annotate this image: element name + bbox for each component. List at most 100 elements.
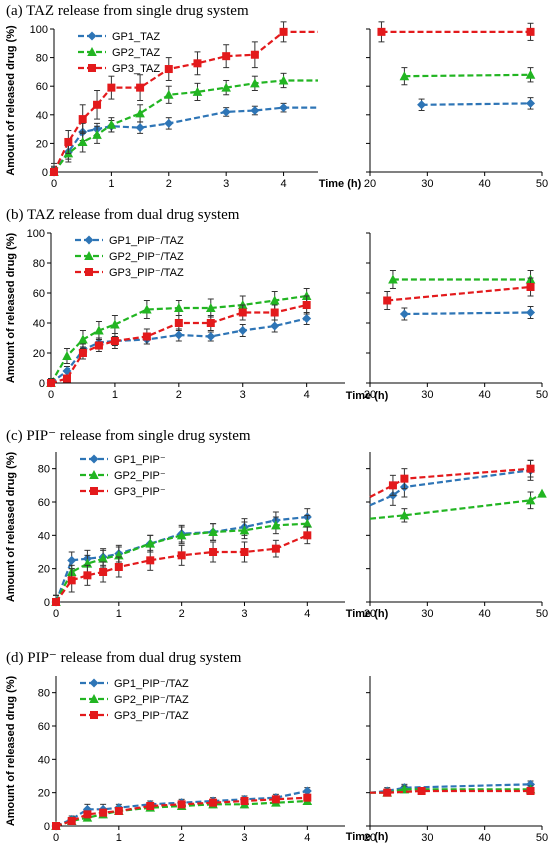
x-tick-label: 3 [241, 608, 247, 620]
legend-label: GP2_PIP⁻/TAZ [114, 694, 189, 706]
data-point-triangle [174, 303, 184, 312]
data-point-diamond [417, 100, 427, 110]
data-point-triangle [221, 82, 231, 92]
data-point-triangle [302, 518, 313, 528]
x-tick-label: 0 [53, 608, 59, 620]
y-tick-label: 0 [44, 597, 50, 609]
series-2 [51, 488, 547, 606]
y-tick-label: 40 [38, 754, 50, 766]
y-axis-label: Amount of released drug (%) [5, 675, 17, 826]
x-axis-label: Time (h) [346, 608, 389, 620]
data-point-square [206, 319, 215, 327]
data-point-square [177, 800, 186, 809]
data-point-triangle [98, 553, 108, 563]
x-tick-label-right: 50 [536, 389, 548, 401]
data-point-square [526, 464, 535, 473]
data-point-diamond [164, 118, 174, 128]
legend-label: GP1_TAZ [112, 31, 160, 43]
data-point-diamond [89, 678, 99, 688]
y-tick-label: 60 [38, 721, 50, 733]
data-point-square [93, 100, 102, 109]
data-point-square [193, 59, 202, 68]
x-tick-label: 3 [223, 178, 229, 190]
x-tick-label-right: 50 [536, 178, 548, 190]
x-tick-label: 4 [304, 389, 310, 401]
data-point-square [142, 332, 151, 341]
x-tick-label: 0 [48, 389, 54, 401]
series-2 [46, 270, 536, 387]
data-point-diamond [135, 123, 145, 133]
data-point-square [271, 795, 280, 804]
data-point-square [85, 268, 93, 276]
data-point-triangle [89, 694, 99, 703]
data-point-square [240, 548, 249, 556]
series-line [50, 294, 307, 384]
data-point-square [526, 787, 535, 795]
data-point-square [114, 807, 123, 815]
data-point-triangle [399, 510, 410, 520]
data-point-triangle [525, 69, 536, 79]
series-line [53, 79, 318, 173]
y-tick-label: 40 [38, 530, 50, 542]
y-tick-label: 20 [36, 138, 48, 150]
chart-panel-2: (b) TAZ release from dual drug system Amo… [5, 207, 548, 402]
data-point-square [62, 374, 71, 383]
series-1 [46, 306, 536, 388]
x-tick-label: 1 [116, 832, 122, 844]
x-tick-label-right: 30 [421, 832, 433, 844]
data-point-square [94, 341, 103, 350]
data-point-square [83, 810, 92, 819]
x-tick-label-right: 40 [479, 608, 491, 620]
data-point-square [526, 283, 535, 291]
data-point-square [88, 64, 96, 72]
data-point-triangle [269, 295, 280, 305]
x-tick-label-right: 20 [364, 178, 376, 190]
legend-label: GP1_PIP⁻ [114, 454, 166, 466]
data-point-square [136, 83, 145, 92]
data-point-square [64, 137, 73, 146]
x-axis-label: Time (h) [346, 831, 389, 843]
data-point-diamond [279, 103, 289, 113]
data-point-square [83, 571, 92, 580]
data-point-triangle [110, 319, 120, 329]
data-point-triangle [94, 325, 104, 335]
data-point-square [238, 308, 247, 317]
series-1 [51, 459, 536, 607]
x-tick-label-right: 40 [479, 389, 491, 401]
x-tick-label-right: 50 [536, 608, 548, 620]
y-tick-label: 60 [36, 81, 48, 93]
x-tick-label: 4 [304, 608, 310, 620]
data-point-square [279, 27, 288, 36]
data-point-triangle [87, 47, 97, 56]
series-line [387, 285, 531, 302]
data-point-diamond [526, 308, 536, 317]
x-tick-label-right: 20 [364, 608, 376, 620]
data-point-square [67, 576, 76, 585]
data-point-square [107, 83, 116, 92]
data-point-diamond [302, 314, 312, 323]
data-point-square [271, 544, 280, 553]
data-point-square [400, 474, 409, 483]
data-point-square [526, 27, 535, 36]
series-line [369, 469, 531, 507]
data-point-square [240, 797, 249, 805]
data-point-diamond [221, 107, 231, 117]
data-point-square [303, 793, 312, 802]
y-tick-label: 80 [38, 688, 50, 700]
series-line [421, 102, 531, 106]
y-tick-label: 40 [36, 110, 48, 122]
data-point-triangle [388, 274, 398, 284]
data-point-triangle [106, 119, 117, 129]
data-point-square [90, 711, 98, 719]
legend-label: GP2_TAZ [112, 47, 160, 59]
x-tick-label: 1 [108, 178, 114, 190]
data-point-square [78, 115, 87, 124]
data-point-square [377, 27, 386, 36]
chart-title: (c) PIP⁻ release from single drug system [6, 428, 251, 444]
data-point-triangle [135, 108, 145, 118]
x-tick-label-right: 30 [421, 389, 433, 401]
data-point-triangle [62, 351, 72, 360]
y-tick-label: 0 [42, 167, 48, 179]
legend-label: GP3_TAZ [112, 63, 160, 75]
data-point-diamond [238, 326, 248, 335]
